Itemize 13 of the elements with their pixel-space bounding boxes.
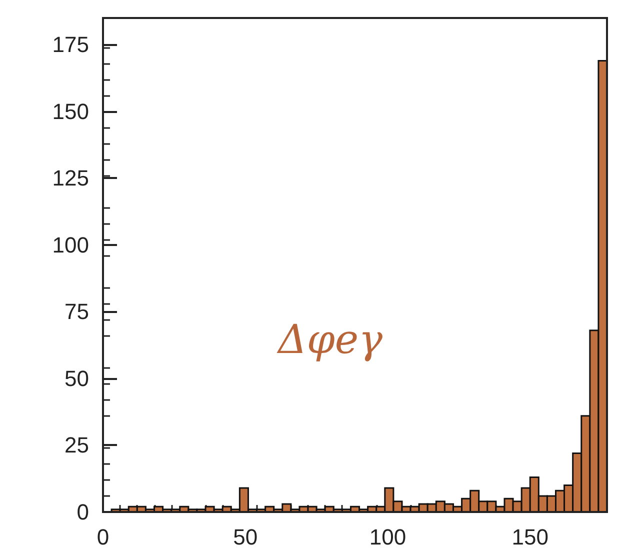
x-tick-label: 50 (233, 524, 258, 550)
y-tick-label: 125 (52, 166, 89, 191)
y-tick-label: 50 (64, 366, 89, 391)
y-tick-label: 75 (64, 299, 89, 324)
y-tick-label: 175 (52, 32, 89, 58)
y-tick-label: 150 (52, 98, 89, 124)
y-tick-label: 0 (76, 500, 89, 524)
x-tick-label: 100 (369, 524, 406, 550)
annotation: Δφeγ (276, 317, 383, 363)
y-tick-label: 100 (52, 232, 89, 258)
x-tick-label: 0 (96, 524, 110, 550)
y-tick-label: 25 (64, 432, 89, 458)
x-tick-label: 150 (512, 524, 548, 550)
